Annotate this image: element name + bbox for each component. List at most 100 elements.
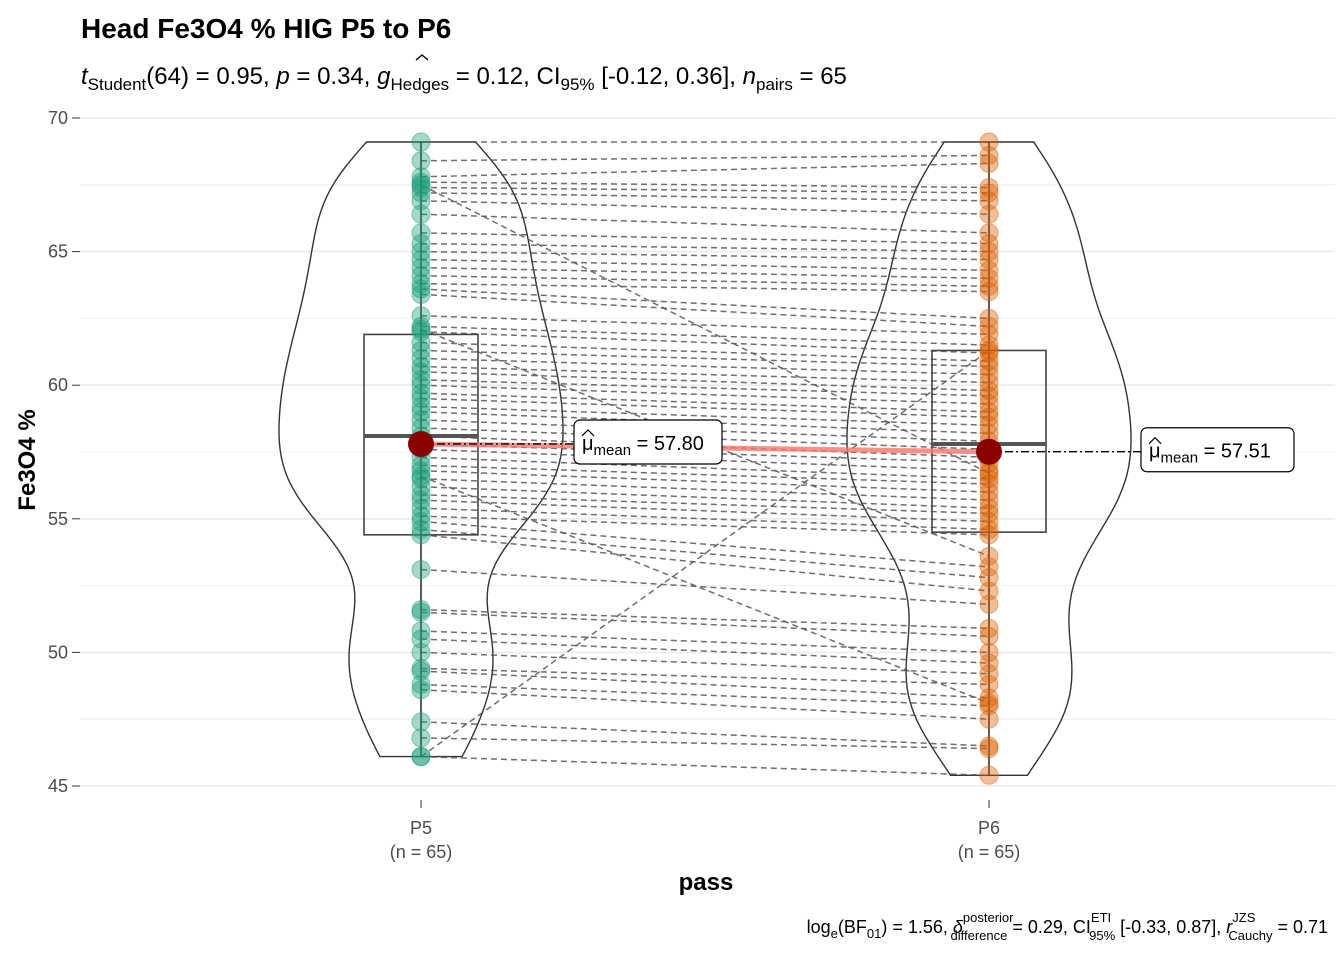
- paired-line: [420, 534, 990, 592]
- data-point-P6: [979, 490, 999, 510]
- paired-line: [420, 397, 990, 419]
- data-point-P6: [979, 132, 999, 152]
- paired-line: [420, 274, 990, 288]
- paired-line: [420, 242, 990, 253]
- data-point-P6: [979, 546, 999, 566]
- y-tick-label: 50: [48, 642, 68, 662]
- data-point-P6: [979, 642, 999, 662]
- data-point-P5: [411, 266, 431, 286]
- data-point-P6: [979, 250, 999, 270]
- paired-line: [420, 186, 990, 194]
- data-point-P5: [411, 498, 431, 518]
- data-point-P6: [979, 503, 999, 523]
- paired-line: [420, 755, 990, 777]
- paired-line: [420, 494, 990, 515]
- g-hat-icon: [415, 54, 429, 61]
- data-point-P6: [979, 688, 999, 708]
- data-point-P5: [411, 375, 431, 395]
- data-point-P6: [979, 474, 999, 494]
- data-point-P5: [411, 383, 431, 403]
- data-point-P6: [979, 177, 999, 197]
- paired-line: [420, 258, 990, 272]
- data-point-P5: [411, 132, 431, 152]
- data-point-P5: [411, 319, 431, 339]
- paired-line: [420, 568, 990, 606]
- box-P6: [931, 349, 1047, 533]
- paired-line: [420, 683, 990, 707]
- data-point-P6: [979, 498, 999, 518]
- paired-line: [420, 689, 990, 720]
- data-point-P5: [411, 370, 431, 390]
- y-tick-label: 55: [48, 509, 68, 529]
- data-point-P6: [979, 324, 999, 344]
- data-point-P5: [411, 183, 431, 203]
- data-point-P5: [411, 506, 431, 526]
- paired-line: [420, 499, 990, 523]
- data-point-P5: [411, 274, 431, 294]
- paired-line: [420, 721, 990, 747]
- paired-line: [420, 282, 990, 293]
- data-point-P5: [411, 519, 431, 539]
- chart-subtitle: tStudent(64) = 0.95, p = 0.34, gHedges =…: [81, 63, 847, 94]
- data-point-P6: [979, 402, 999, 422]
- data-point-P5: [411, 410, 431, 430]
- data-point-P5: [411, 362, 431, 382]
- data-point-P6: [979, 191, 999, 211]
- data-point-P6: [979, 356, 999, 376]
- data-point-P5: [411, 332, 431, 352]
- data-point-P6: [979, 709, 999, 729]
- data-point-P5: [411, 204, 431, 224]
- data-point-P6: [979, 381, 999, 401]
- data-point-P6: [979, 394, 999, 414]
- data-point-P5: [411, 511, 431, 531]
- means: μmean = 57.80 μmean = 57.51: [408, 419, 1295, 473]
- data-point-P5: [411, 560, 431, 580]
- paired-line: [420, 331, 990, 354]
- data-point-P6: [979, 204, 999, 224]
- data-point-P6: [979, 308, 999, 328]
- data-point-P6: [979, 568, 999, 588]
- data-point-P5: [411, 674, 431, 694]
- mean-label-P5: μmean = 57.80: [582, 433, 704, 459]
- y-axis-ticks: 45 50 55 60 65 70: [48, 108, 80, 796]
- data-point-P5: [411, 340, 431, 360]
- paired-line: [420, 341, 990, 362]
- data-point-P5: [411, 747, 431, 767]
- paired-line: [420, 365, 990, 384]
- paired-line: [420, 737, 990, 750]
- paired-line: [420, 630, 990, 654]
- x-tick-n-label: (n = 65): [390, 842, 453, 862]
- data-point-P5: [411, 712, 431, 732]
- data-point-P5: [411, 728, 431, 748]
- data-point-P5: [411, 242, 431, 262]
- y-axis-title: Fe3O4 %: [14, 409, 41, 510]
- data-point-P6: [979, 469, 999, 489]
- mean-label-P6: μmean = 57.51: [1149, 441, 1271, 467]
- x-axis-ticks: P5 (n = 65) P6 (n = 65): [390, 800, 1020, 862]
- data-point-P6: [979, 234, 999, 254]
- paired-line: [420, 288, 990, 320]
- data-point-P5: [411, 402, 431, 422]
- data-point-P5: [411, 223, 431, 243]
- paired-line: [420, 184, 990, 475]
- data-point-P6: [979, 145, 999, 165]
- data-point-P5: [411, 175, 431, 195]
- paired-line: [420, 349, 990, 368]
- data-point-P6: [979, 260, 999, 280]
- data-point-P6: [979, 463, 999, 483]
- data-point-P6: [979, 519, 999, 539]
- paired-line: [420, 638, 990, 664]
- data-point-P5: [411, 485, 431, 505]
- data-point-P5: [411, 250, 431, 270]
- data-point-P5: [411, 461, 431, 481]
- mu-hat-icon: [581, 429, 595, 437]
- data-point-P5: [411, 661, 431, 681]
- data-point-P6: [979, 674, 999, 694]
- mean-point-P6: [976, 438, 1002, 465]
- violin-P5: [278, 141, 564, 758]
- paired-line: [420, 520, 990, 568]
- data-point-P5: [411, 151, 431, 171]
- data-point-P6: [979, 340, 999, 360]
- data-point-P5: [411, 525, 431, 545]
